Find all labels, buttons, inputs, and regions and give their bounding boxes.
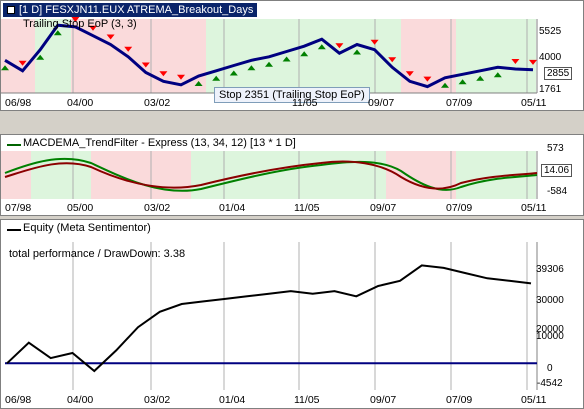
stop-marker-up: [458, 79, 467, 85]
stop-marker-up: [194, 81, 203, 87]
macd-chart: [1, 151, 538, 199]
window-title[interactable]: [1 D] FESXJN11.EUX ATREMA_Breakout_Days: [3, 3, 258, 17]
stop-marker-up: [441, 82, 449, 88]
trend-zone: [91, 151, 191, 199]
x-label: 04/00: [67, 394, 94, 406]
x-label: 04/00: [67, 97, 94, 109]
trend-zone: [1, 151, 31, 199]
macd-title: MACDEMA_TrendFilter - Express (13, 34, 1…: [23, 137, 296, 149]
equity-panel: Equity (Meta Sentimentor) total performa…: [0, 219, 584, 409]
stop-marker-up: [53, 30, 62, 36]
x-label: 03/02: [144, 202, 171, 214]
x-label: 05/00: [67, 202, 94, 214]
stop-marker-down: [71, 16, 80, 22]
stop-marker-up: [353, 49, 361, 55]
x-label: 09/07: [370, 394, 397, 406]
y-label: 39306: [536, 264, 564, 275]
x-label: 05/11: [521, 202, 547, 214]
y-label: -4542: [537, 378, 563, 389]
stop-marker-up: [265, 61, 273, 67]
stop-marker-up: [247, 65, 256, 71]
x-label: 07/09: [446, 202, 473, 214]
indicator-title: Trailing Stop EoP (3, 3): [23, 18, 137, 30]
equity-title: Equity (Meta Sentimentor): [23, 222, 151, 234]
macd-line: [4, 160, 538, 190]
stop-marker-up: [282, 56, 291, 62]
x-label: 06/98: [5, 97, 32, 109]
x-label: 09/07: [368, 97, 395, 109]
x-label: 05/11: [521, 97, 547, 109]
x-label: 07/09: [446, 394, 473, 406]
y-label: 0: [547, 363, 553, 374]
y-label-5525: 5525: [539, 26, 562, 37]
y-label: 10000: [536, 331, 564, 342]
stop-tooltip: Stop 2351 (Trailing Stop EoP): [214, 87, 370, 103]
stop-marker-down: [388, 57, 397, 63]
trend-zone: [191, 151, 386, 199]
stop-marker-down: [141, 62, 150, 68]
stop-marker-down: [335, 43, 344, 49]
stop-marker-down: [18, 60, 27, 66]
y-label: 20000: [536, 324, 564, 335]
y-label-minus584: -584: [547, 186, 568, 197]
stop-marker-down: [177, 74, 185, 80]
x-label: 11/05: [294, 394, 320, 406]
macd-panel: MACDEMA_TrendFilter - Express (13, 34, 1…: [0, 134, 584, 216]
stop-marker-down: [370, 39, 379, 45]
stop-marker-down: [124, 46, 133, 52]
price-line: [4, 23, 534, 89]
stop-marker-down: [159, 71, 168, 77]
y-label-573: 573: [547, 143, 564, 154]
x-label: 11/05: [294, 202, 320, 214]
stop-marker-down: [89, 25, 97, 31]
stop-marker-up: [476, 75, 485, 81]
price-chart: [1, 16, 538, 94]
stop-marker-down: [405, 71, 414, 77]
y-label: 30000: [536, 295, 564, 306]
stop-marker-down: [511, 59, 520, 65]
x-label: 07/09: [446, 97, 473, 109]
stop-marker-up: [317, 44, 326, 50]
trend-zone: [1, 19, 35, 93]
price-panel: [1 D] FESXJN11.EUX ATREMA_Breakout_Days …: [0, 0, 584, 111]
x-label: 09/07: [370, 202, 397, 214]
stop-marker-up: [229, 70, 238, 76]
stop-marker-down: [529, 59, 537, 65]
x-label: 11/05: [292, 97, 318, 109]
stop-marker-up: [1, 65, 9, 71]
equity-chart: [5, 242, 538, 390]
y-label-4000: 4000: [539, 52, 562, 63]
x-label: 03/02: [144, 394, 171, 406]
equity-line: [6, 264, 532, 373]
stop-marker-down: [423, 76, 432, 82]
stop-marker-up: [493, 72, 502, 78]
macd-current-box: 14.06: [541, 164, 573, 177]
x-label: 07/98: [5, 202, 32, 214]
performance-text: total performance / DrawDown: 3.38: [9, 248, 186, 260]
x-label: 01/04: [219, 202, 246, 214]
window-title-text: [1 D] FESXJN11.EUX ATREMA_Breakout_Days: [19, 4, 254, 16]
y-label-1761: 1761: [539, 84, 562, 95]
trend-zone: [456, 19, 536, 93]
equity-legend-line: [7, 229, 21, 231]
macd-legend-line: [7, 144, 21, 146]
chart-icon: [7, 6, 15, 14]
stop-marker-down: [106, 34, 115, 40]
stop-marker-up: [212, 75, 221, 81]
trend-zone: [131, 19, 206, 93]
current-price-box: 2855: [544, 67, 573, 80]
x-label: 01/04: [219, 394, 246, 406]
x-label: 03/02: [144, 97, 171, 109]
stop-marker-up: [300, 51, 309, 57]
macd-signal-line: [4, 157, 538, 192]
x-label: 05/11: [521, 394, 547, 406]
x-label: 06/98: [5, 394, 32, 406]
stop-marker-up: [36, 54, 45, 60]
